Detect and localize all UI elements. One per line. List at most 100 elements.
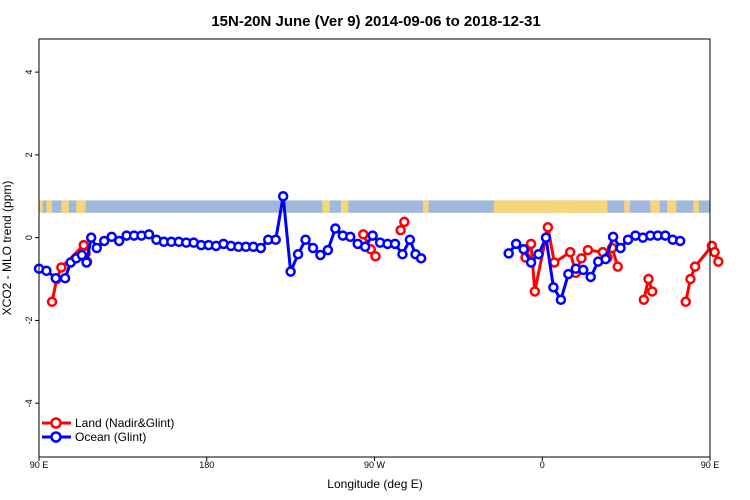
data-point [576,253,587,264]
data-point [270,234,281,245]
data-point [330,223,341,234]
data-point [395,224,406,236]
land-band-segment [624,200,630,213]
y-tick-label: 2 [24,152,34,157]
data-point [85,232,97,243]
land-band-segment [340,200,349,213]
series-ocean [33,191,686,305]
y-tick-label: 4 [24,70,34,75]
data-point [622,234,634,245]
land-band-segment [422,200,429,213]
data-point [525,238,537,250]
data-point [529,286,541,297]
data-point [415,253,427,264]
land-band-segment [76,200,86,213]
x-axis-label: Longitude (deg E) [327,477,422,491]
data-point [518,243,529,255]
data-point [643,273,654,285]
data-point [370,251,381,262]
data-point [91,242,103,254]
land-band-segment [61,200,69,213]
legend-ocean-label: Ocean (Glint) [75,430,146,444]
series-layer [33,191,724,308]
data-point [367,230,378,241]
data-point [322,244,334,256]
data-point [300,234,311,245]
data-point [540,232,552,243]
data-point [59,272,71,284]
data-point [713,256,724,267]
data-point [98,235,110,247]
x-tick-label: 0 [540,460,545,470]
land-band-segment [322,200,330,213]
x-tick-label: 90 W [364,460,386,470]
data-point [404,234,416,245]
data-point [113,235,125,247]
data-point [292,248,304,260]
data-point [680,296,692,308]
data-point [76,249,88,261]
legend-land-label: Land (Nadir&Glint) [75,416,174,430]
land-band-segment [39,200,43,213]
data-point [397,248,408,260]
data-point [307,242,319,254]
land-band-segment [667,200,677,213]
x-tick-label: 180 [199,460,214,470]
land-band-segment [693,200,699,213]
data-point [255,242,267,254]
data-point [81,257,92,268]
data-point [50,272,62,284]
chart-title: 15N-20N June (Ver 9) 2014-09-06 to 2018-… [211,13,540,30]
data-point [600,253,611,265]
plot-frame [38,38,711,458]
data-point [143,229,155,240]
legend-ocean-marker [50,431,62,443]
data-point [503,248,514,259]
data-point [525,257,537,268]
land-ocean-band [39,200,710,213]
legend: Land (Nadir&Glint) Ocean (Glint) [42,416,174,444]
y-axis-label: XCO2 - MLO trend (ppm) [0,181,14,316]
data-point [563,268,574,280]
data-point [709,246,720,258]
data-point [285,266,296,277]
y-tick-label: -2 [24,316,34,324]
legend-land-marker [50,417,62,429]
data-point [555,294,567,305]
data-point [345,231,356,243]
data-point [612,261,623,272]
data-point [674,235,686,247]
data-point [277,191,289,202]
land-band-segment [650,200,660,213]
y-tick-label: -4 [24,399,34,407]
data-point [41,265,52,277]
data-point [585,271,596,283]
data-point [106,231,117,243]
axes: 90 E 180 90 W 0 90 E -4 -2 0 2 4 [24,70,719,470]
data-point [689,261,701,272]
data-point [548,282,559,293]
data-point [578,264,589,276]
data-point [607,231,619,243]
x-tick-label: 90 E [30,460,49,470]
data-point [359,241,371,253]
land-band-segment [553,200,571,213]
data-point [646,286,658,297]
data-point [56,262,67,273]
y-tick-label: 0 [24,235,34,240]
land-band-segment [493,200,511,213]
data-point [660,230,671,241]
data-point [564,246,576,258]
data-point [389,238,401,250]
data-point [315,249,326,261]
land-band-segment [46,200,53,213]
data-point [358,229,369,240]
data-point [638,294,650,305]
data-point [78,239,89,251]
data-point [542,222,554,233]
x-tick-label: 90 E [701,460,720,470]
data-point [685,273,696,285]
data-point [399,216,410,228]
data-point [46,296,58,308]
